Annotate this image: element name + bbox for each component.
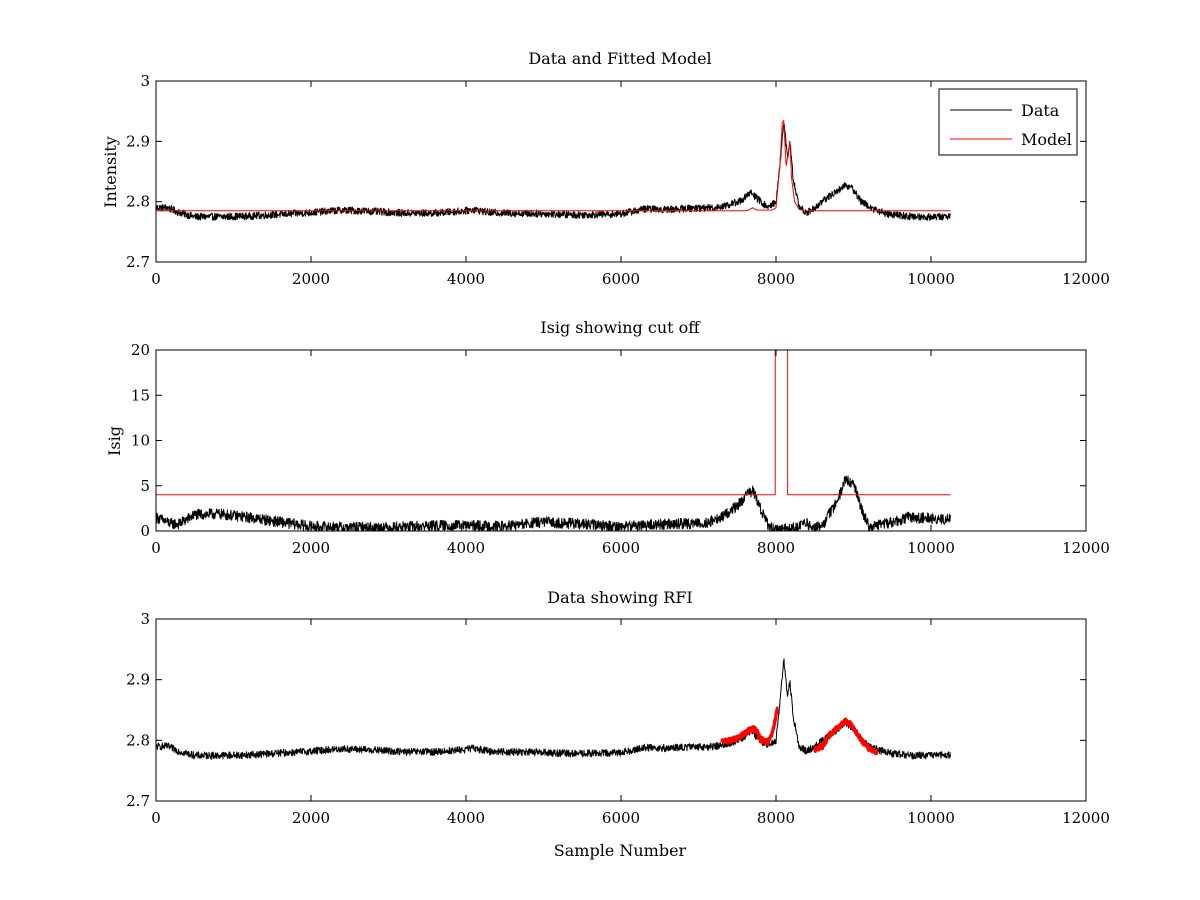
x-tick-label: 2000 [292,539,330,557]
chart-title: Data and Fitted Model [528,49,711,68]
series-rfi-segment-1-line [720,706,779,746]
y-tick-label: 3 [140,72,150,90]
x-tick-label: 4000 [447,270,485,288]
legend-box [938,88,1078,156]
y-tick-label: 3 [140,610,150,628]
y-tick-label: 2.9 [126,132,150,150]
chart-title: Data showing RFI [547,588,692,607]
x-tick-label: 12000 [1062,809,1110,827]
legend: Data Model [938,88,1078,156]
y-tick-label: 2.8 [126,731,150,749]
legend-data-label: Data [1021,101,1060,120]
x-tick-label: 0 [151,270,161,288]
x-tick-label: 6000 [602,539,640,557]
x-tick-label: 0 [151,539,161,557]
y-tick-label: 0 [140,522,150,540]
panel-isig-showing-cut-off: Isig showing cut off Isig 0 2000 4000 6000 8… [105,318,1110,557]
series-rfi-segment-2-line [813,717,879,756]
x-tick-label: 6000 [602,809,640,827]
x-tick-label: 8000 [757,809,795,827]
y-tick-label: 2.7 [126,792,150,810]
x-tick-label: 8000 [757,539,795,557]
y-tick-label: 20 [131,341,150,359]
y-tick-label: 2.8 [126,193,150,211]
x-tick-label: 2000 [292,809,330,827]
plot-series-group [155,658,951,760]
y-tick-label: 10 [131,432,150,450]
x-tick-label: 2000 [292,270,330,288]
y-axis-label: Isig [105,426,124,456]
panel-data-and-fitted-model: Data and Fitted Model Intensity 0 2000 400… [101,49,1110,288]
series-model-line [156,119,951,212]
x-tick-label: 4000 [447,539,485,557]
y-axis-label: Intensity [101,136,120,208]
panel-data-showing-rfi: Data showing RFI 0 2000 4000 6000 8000 10000 1… [126,588,1110,860]
x-tick-label: 0 [151,809,161,827]
x-tick-label: 10000 [907,270,955,288]
x-tick-label: 10000 [907,809,955,827]
axis-ticks-group: 0 2000 4000 6000 8000 10000 12000 2.7 2.8 2.9 3 [126,72,1110,288]
y-tick-label: 2.7 [126,253,150,271]
x-tick-label: 4000 [447,809,485,827]
series-data-line [155,123,951,221]
x-tick-label: 10000 [907,539,955,557]
legend-model-label: Model [1021,130,1072,149]
x-tick-label: 6000 [602,270,640,288]
axis-ticks-group: 0 2000 4000 6000 8000 10000 12000 2.7 2.8 2.9 3 [126,610,1110,827]
plot-series-group [155,119,951,221]
y-tick-label: 5 [140,477,150,495]
chart-title: Isig showing cut off [540,318,701,337]
y-tick-label: 15 [131,386,150,404]
x-axis-label: Sample Number [554,841,687,860]
x-tick-label: 12000 [1062,270,1110,288]
axis-ticks-group: 0 2000 4000 6000 8000 10000 12000 0 5 10 15 20 [131,341,1110,557]
series-isig-line [155,475,951,532]
y-tick-label: 2.9 [126,671,150,689]
x-tick-label: 12000 [1062,539,1110,557]
x-tick-label: 8000 [757,270,795,288]
